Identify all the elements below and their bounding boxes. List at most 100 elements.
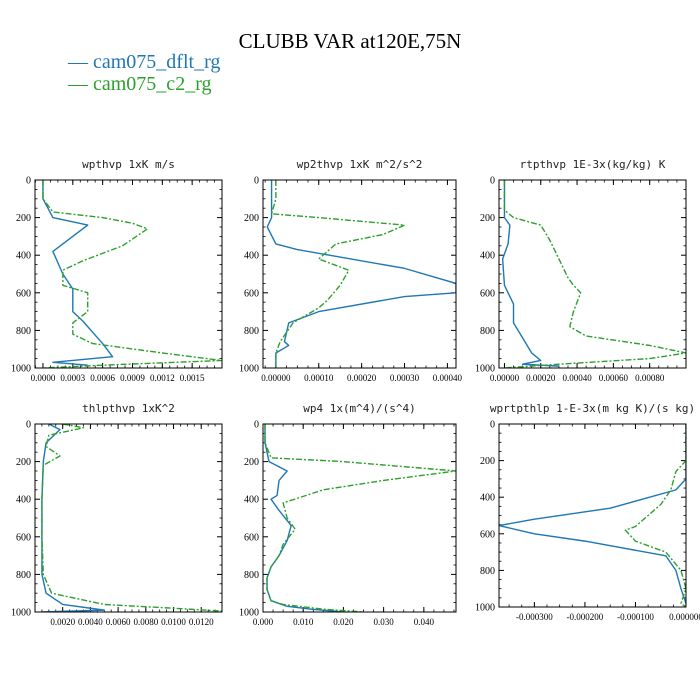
subplot-1-xtick-label-3: 0.0009	[120, 373, 145, 383]
subplot-1-ytick-label-4: 800	[16, 326, 31, 337]
subplot-3-frame	[498, 179, 687, 369]
subplot-2-title: wp2thvp 1xK m^2/s^2	[297, 158, 423, 171]
subplot-5-ytick-label-3: 600	[244, 532, 259, 543]
subplot-1-series-dflt-line	[42, 180, 114, 366]
subplot-6-series-dflt-line	[499, 424, 686, 607]
subplot-6-xtick-label-2: -0.000100	[617, 612, 654, 622]
subplot-4-xtick-label-3: 0.0080	[133, 617, 158, 627]
subplot-4-xtick-label-0: 0.0020	[50, 617, 75, 627]
subplot-5-ytick-label-1: 200	[244, 457, 259, 468]
subplot-3-xtick-label-4: 0.00080	[635, 373, 665, 383]
subplot-3: rtpthvp 1E-3x(kg/kg) K020040060080010000…	[475, 158, 687, 383]
subplot-6-title: wprtpthlp 1-E-3x(m kg K)/(s kg)	[490, 402, 695, 415]
subplot-2-xtick-label-0: 0.00000	[261, 373, 291, 383]
subplot-6-ytick-label-0: 0	[490, 420, 495, 431]
subplot-1-frame	[34, 179, 223, 369]
subplot-4-ytick-label-2: 400	[16, 495, 31, 506]
subplot-3-title: rtpthvp 1E-3x(kg/kg) K	[520, 158, 666, 171]
subplot-2-ytick-label-4: 800	[244, 326, 259, 337]
subplot-5-ytick-label-5: 1000	[239, 608, 259, 619]
subplot-4-xtick-label-4: 0.0100	[161, 617, 186, 627]
subplot-2-xtick-label-2: 0.00020	[347, 373, 377, 383]
subplot-6-ytick-label-1: 200	[480, 456, 495, 467]
figure-title: CLUBB VAR at120E,75N	[239, 29, 462, 53]
subplot-2-ytick-label-2: 400	[244, 251, 259, 262]
subplot-1-title: wpthvp 1xK m/s	[82, 158, 175, 171]
subplot-5-ytick-label-2: 400	[244, 495, 259, 506]
subplot-1-xtick-label-2: 0.0006	[90, 373, 115, 383]
subplot-3-ytick-label-4: 800	[480, 326, 495, 337]
subplot-2-ytick-label-3: 600	[244, 288, 259, 299]
subplot-3-ytick-label-5: 1000	[475, 364, 495, 375]
subplot-1-xtick-label-4: 0.0012	[150, 373, 175, 383]
subplot-4-xtick-label-2: 0.0060	[106, 617, 131, 627]
subplot-3-ytick-label-3: 600	[480, 288, 495, 299]
subplot-6-ytick-label-3: 600	[480, 529, 495, 540]
subplot-4-frame	[34, 423, 223, 613]
subplot-1-ytick-label-1: 200	[16, 213, 31, 224]
subplot-6-xtick-label-0: -0.000300	[516, 612, 553, 622]
subplot-6-ytick-label-4: 800	[480, 566, 495, 577]
subplot-4-ytick-label-0: 0	[26, 420, 31, 431]
subplot-3-xtick-label-0: 0.00000	[490, 373, 520, 383]
subplot-3-series-dflt-line	[501, 180, 559, 367]
subplot-6-ytick-label-5: 1000	[475, 603, 495, 614]
subplot-2-ytick-label-5: 1000	[239, 364, 259, 375]
subplot-6: wprtpthlp 1-E-3x(m kg K)/(s kg) 0 200 400 60…	[475, 402, 700, 622]
subplot-1-ytick-label-3: 600	[16, 288, 31, 299]
subplot-5-title: wp4 1x(m^4)/(s^4)	[303, 402, 416, 415]
subplot-4-ytick-label-3: 600	[16, 532, 31, 543]
subplot-5-frame	[262, 423, 457, 613]
subplot-1-xtick-label-5: 0.0015	[180, 373, 205, 383]
subplot-3-xtick-label-3: 0.00060	[599, 373, 629, 383]
subplot-1-series-c2-line	[42, 180, 222, 368]
subplot-4-title: thlpthvp 1xK^2	[82, 402, 175, 415]
subplot-6-series-c2-line	[624, 424, 686, 607]
subplot-6-frame	[498, 423, 687, 608]
subplot-4-xtick-label-1: 0.0040	[78, 617, 103, 627]
subplot-2-frame	[262, 179, 457, 369]
subplot-3-xtick-label-2: 0.00040	[562, 373, 592, 383]
subplot-4-series-c2-line	[41, 424, 222, 612]
subplot-1-ytick-label-0: 0	[26, 176, 31, 187]
subplot-2-xtick-label-4: 0.00040	[433, 373, 463, 383]
legend-label-1: cam075_dflt_rg	[93, 51, 220, 73]
subplot-2: wp2thvp 1xK m^2/s^2020040060080010000.00…	[239, 158, 463, 383]
subplot-5-series-c2-line	[264, 424, 456, 612]
subplot-5-xtick-label-1: 0.010	[293, 617, 314, 627]
subplot-5-xtick-label-4: 0.040	[414, 617, 435, 627]
subplot-2-xtick-label-1: 0.00010	[304, 373, 334, 383]
subplot-6-ytick-label-2: 400	[480, 493, 495, 504]
subplot-5-xtick-label-2: 0.020	[333, 617, 354, 627]
subplot-2-ytick-label-0: 0	[254, 176, 259, 187]
subplot-3-ytick-label-0: 0	[490, 176, 495, 187]
subplot-2-ytick-label-1: 200	[244, 213, 259, 224]
subplot-5-xtick-label-3: 0.030	[374, 617, 395, 627]
subplot-3-ytick-label-1: 200	[480, 213, 495, 224]
subplot-2-series-dflt-line	[266, 180, 456, 368]
subplot-4-ytick-label-1: 200	[16, 457, 31, 468]
subplot-6-xtick-label-3: 0.000000	[669, 612, 700, 622]
subplot-1-xtick-label-0: 0.0000	[31, 373, 56, 383]
subplot-4-ytick-label-5: 1000	[11, 608, 31, 619]
subplot-5-ytick-label-0: 0	[254, 420, 259, 431]
subplot-4-series-dflt-line	[41, 424, 105, 612]
legend-label-2: cam075_c2_rg	[93, 73, 212, 95]
subplot-4-xtick-label-5: 0.0120	[189, 617, 214, 627]
subplot-3-xtick-label-1: 0.00020	[526, 373, 556, 383]
subplot-5-xtick-label-0: 0.000	[253, 617, 274, 627]
subplot-3-ytick-label-2: 400	[480, 251, 495, 262]
subplot-1-xtick-label-1: 0.0003	[60, 373, 85, 383]
legend-entry-1: — cam075_dflt_rg	[67, 51, 220, 73]
subplot-1-ytick-label-2: 400	[16, 251, 31, 262]
legend: — cam075_dflt_rg — cam075_c2_rg	[67, 51, 220, 95]
subplot-5-series-dflt-line	[264, 424, 344, 612]
legend-entry-2: — cam075_c2_rg	[67, 73, 212, 95]
subplot-3-series-c2-line	[503, 180, 686, 368]
subplot-2-xtick-label-3: 0.00030	[390, 373, 420, 383]
